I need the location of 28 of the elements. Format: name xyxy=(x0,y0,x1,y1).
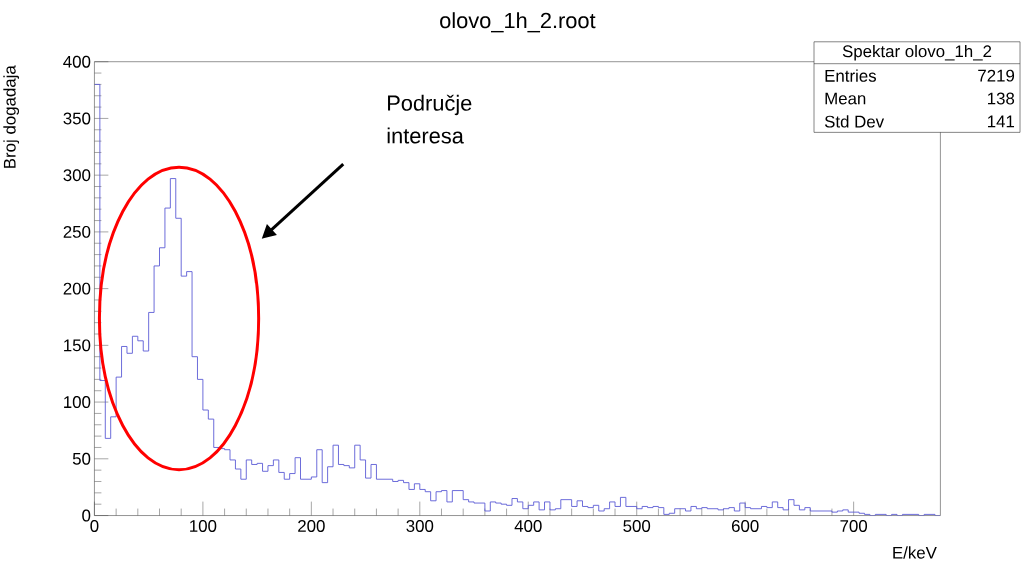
x-axis-title: E/keV xyxy=(893,546,937,559)
y-tick-label: 0 xyxy=(82,509,91,522)
y-tick-label: 100 xyxy=(64,396,91,409)
x-tick-label: 700 xyxy=(840,520,868,532)
x-tick-label: 300 xyxy=(406,520,434,532)
y-axis-title: Broj dogadaja xyxy=(3,65,20,168)
text: Spektar olovo_1h_2 xyxy=(842,44,992,61)
annotation: Entries xyxy=(825,69,877,82)
x-tick-label: 500 xyxy=(623,520,651,532)
y-tick-label: 300 xyxy=(63,169,91,182)
y-tick-label: 250 xyxy=(63,225,91,238)
text: 138 xyxy=(988,92,1015,105)
y-tick-label: 350 xyxy=(63,112,91,125)
x-tick-label: 100 xyxy=(190,520,217,532)
y-tick-label: 150 xyxy=(64,339,91,352)
text: 7219 xyxy=(978,69,1015,82)
y-tick-label: 200 xyxy=(63,282,91,295)
y-tick-label: 400 xyxy=(63,55,91,68)
annotation: Mean xyxy=(825,92,866,105)
x-tick-label: 0 xyxy=(90,520,99,532)
annotation: Std Dev xyxy=(824,115,885,128)
x-tick-label: 400 xyxy=(514,520,542,532)
chart-title: olovo_1h_2.root xyxy=(440,12,596,33)
x-tick-label: 200 xyxy=(298,520,325,532)
x-tick-label: 600 xyxy=(731,520,759,532)
annotation: Područje interesa xyxy=(387,94,472,144)
y-tick-label: 50 xyxy=(72,452,91,465)
text: 141 xyxy=(988,115,1015,128)
